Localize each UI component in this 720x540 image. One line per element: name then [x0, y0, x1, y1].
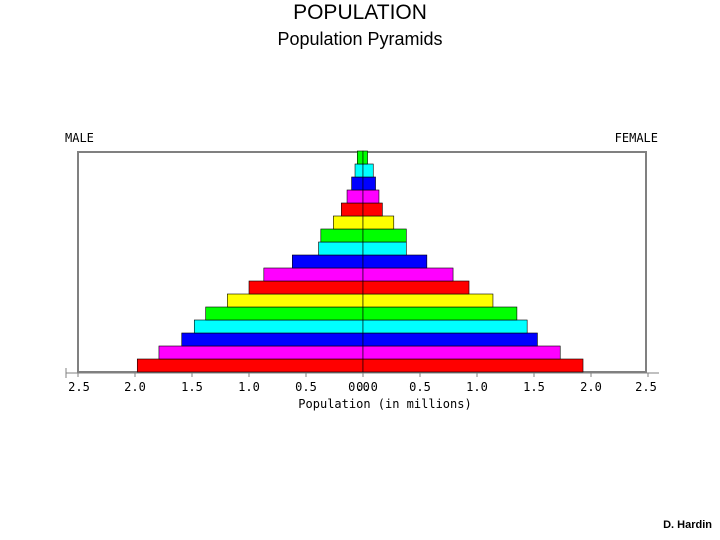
x-tick-label: 1.5: [523, 380, 545, 394]
slide-subtitle: Population Pyramids: [277, 29, 443, 49]
female-bar: [362, 202, 383, 217]
male-bar: [193, 319, 364, 334]
male-bar: [333, 215, 364, 230]
male-label: MALE: [65, 131, 94, 145]
x-tick-label: 0.5: [409, 380, 431, 394]
male-bar: [263, 267, 364, 282]
female-bar: [362, 345, 561, 360]
x-tick-label: 2.0: [580, 380, 602, 394]
x-tick-label: 2.5: [68, 380, 90, 394]
female-bar: [362, 267, 454, 282]
female-bar: [362, 332, 538, 347]
female-bar: [362, 176, 376, 191]
x-tick-label: 0.0: [348, 380, 370, 394]
male-bar: [354, 163, 364, 178]
female-bar: [362, 306, 518, 321]
male-bar: [356, 150, 364, 165]
female-bar: [362, 293, 494, 308]
x-tick-label: 1.0: [238, 380, 260, 394]
female-bar: [362, 163, 374, 178]
female-bar: [362, 189, 380, 204]
female-bar: [362, 280, 470, 295]
female-bar: [362, 358, 584, 373]
female-bar: [362, 215, 395, 230]
male-bar: [351, 176, 364, 191]
male-bar: [248, 280, 364, 295]
female-bar: [362, 319, 528, 334]
male-bar: [227, 293, 364, 308]
male-bar: [158, 345, 364, 360]
x-tick-label: 0.5: [295, 380, 317, 394]
x-tick-label: 1.5: [181, 380, 203, 394]
male-bar: [292, 254, 364, 269]
slide-title: POPULATION: [293, 1, 427, 24]
female-bar: [362, 241, 407, 256]
male-bar: [318, 241, 364, 256]
male-bar: [341, 202, 364, 217]
female-label: FEMALE: [615, 131, 658, 145]
female-bar: [362, 228, 407, 243]
female-bar: [362, 150, 368, 165]
male-bar: [181, 332, 364, 347]
x-tick-label: 2.5: [635, 380, 657, 394]
female-bar: [362, 254, 428, 269]
x-tick-label: 0.0: [356, 380, 378, 394]
author-credit: D. Hardin: [663, 519, 712, 531]
male-bar: [205, 306, 364, 321]
x-tick-label: 2.0: [124, 380, 146, 394]
male-bar: [346, 189, 364, 204]
x-axis-title: Population (in millions): [298, 397, 471, 411]
male-bar: [320, 228, 364, 243]
male-bar: [136, 358, 364, 373]
x-tick-label: 1.0: [466, 380, 488, 394]
